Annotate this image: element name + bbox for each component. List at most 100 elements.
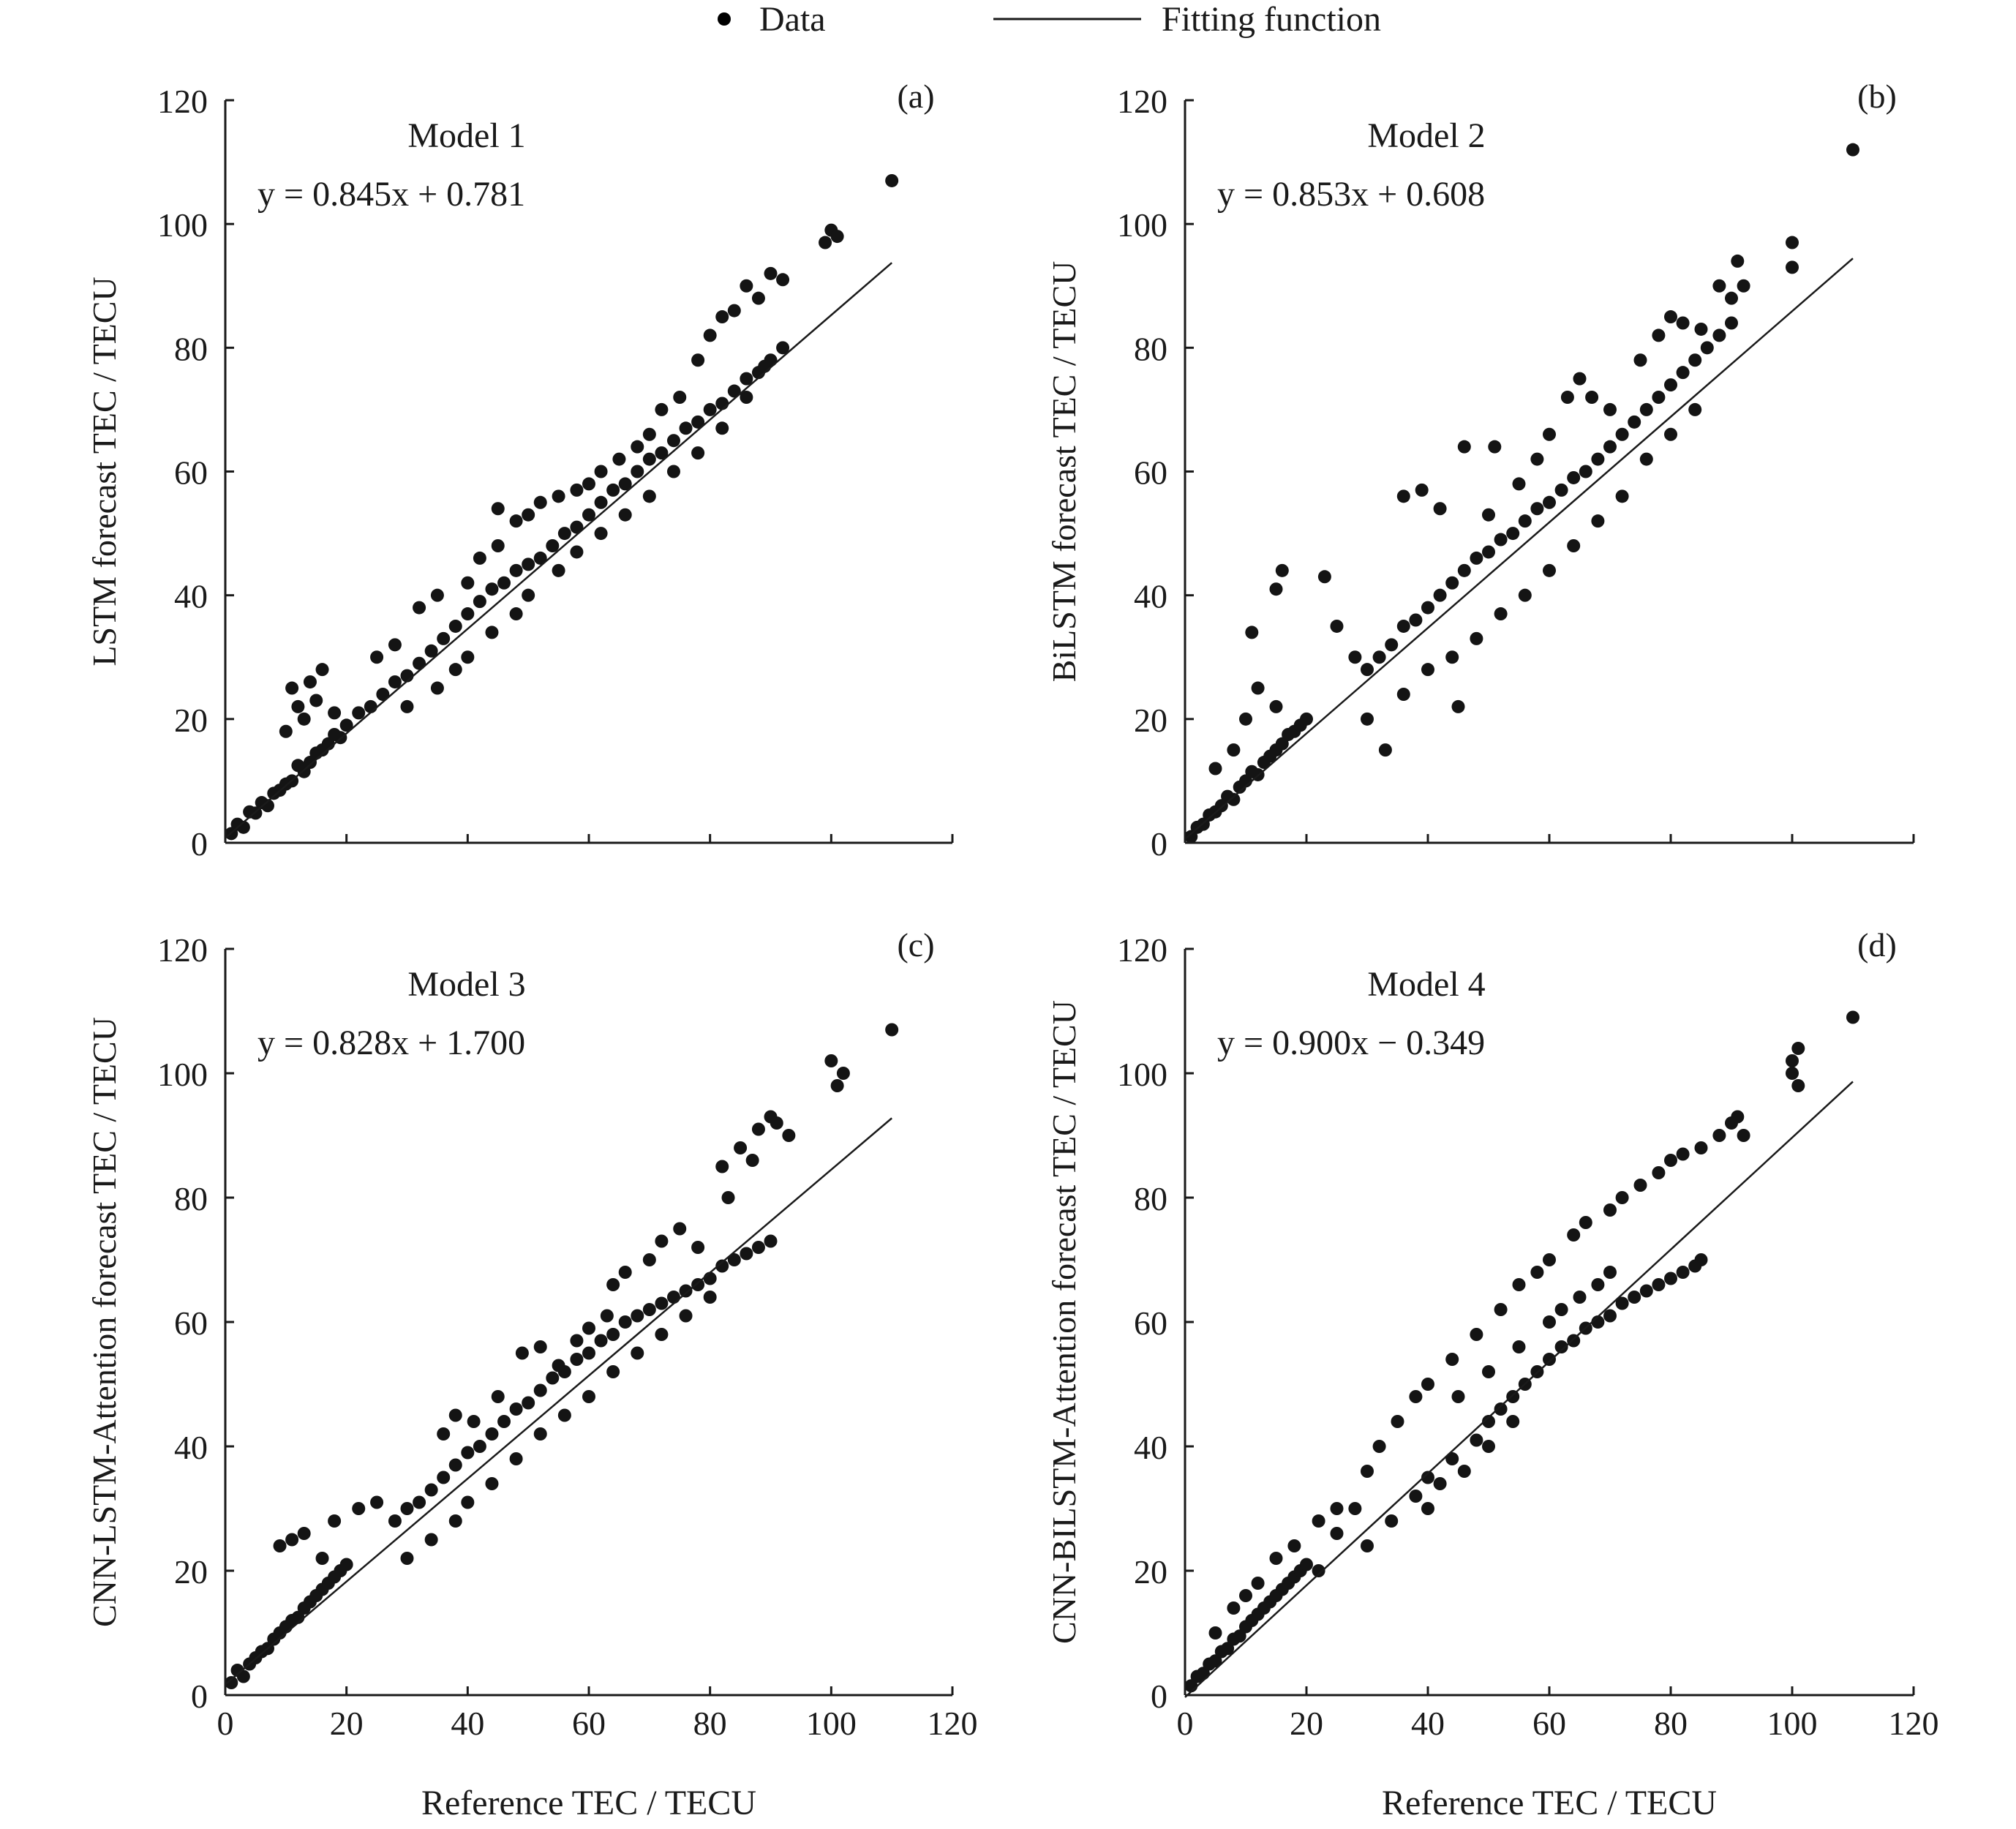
fit-line: [225, 1117, 892, 1686]
data-point: [473, 551, 486, 565]
data-point: [1506, 1390, 1520, 1403]
data-point: [1227, 743, 1241, 757]
data-point: [1615, 489, 1629, 503]
data-point: [260, 799, 274, 813]
data-point: [448, 1514, 462, 1528]
data-point: [570, 1334, 584, 1348]
data-point: [1385, 1514, 1399, 1528]
data-point: [1725, 316, 1738, 330]
data-point: [533, 551, 547, 565]
data-point: [582, 508, 595, 522]
data-point: [715, 310, 729, 324]
data-point: [491, 1390, 505, 1403]
data-point: [1543, 563, 1556, 577]
data-point: [1208, 1654, 1222, 1668]
data-point: [1786, 1054, 1799, 1067]
data-point: [830, 230, 844, 244]
data-point: [1585, 391, 1599, 404]
y-tick-label: 100: [1117, 1056, 1167, 1093]
data-point: [1530, 502, 1544, 516]
data-point: [1591, 452, 1605, 466]
data-point: [1372, 650, 1386, 664]
data-point: [770, 1116, 783, 1130]
data-point: [1482, 1365, 1495, 1378]
data-point: [1664, 427, 1677, 441]
data-point: [236, 1670, 250, 1683]
data-point: [1615, 427, 1629, 441]
data-point: [642, 1253, 656, 1266]
data-point: [533, 1340, 547, 1353]
data-point: [1573, 1291, 1587, 1304]
scatter-panel-b: 0 20 40 60 80 100 120 (b) Model 2 y = 0.853x +…: [1045, 78, 1915, 863]
data-point: [448, 663, 462, 677]
data-point: [424, 644, 438, 658]
data-point: [1494, 607, 1508, 621]
data-point: [297, 1527, 311, 1540]
legend-data-marker: [718, 12, 731, 26]
y-tick-label: 20: [1134, 702, 1167, 739]
y-tick-label: 120: [1117, 83, 1167, 120]
data-point: [509, 1402, 523, 1416]
data-point: [1445, 1452, 1459, 1465]
data-point: [461, 650, 475, 664]
data-point: [1214, 799, 1228, 813]
y-tick-label: 0: [191, 825, 208, 863]
y-tick-label: 80: [174, 330, 208, 367]
data-point: [594, 527, 608, 541]
data-point: [715, 1259, 729, 1273]
data-point: [1712, 279, 1726, 293]
data-point: [819, 236, 832, 249]
data-point: [1560, 391, 1574, 404]
data-point: [557, 527, 571, 541]
data-point: [1567, 1334, 1581, 1348]
data-point: [1361, 712, 1374, 726]
data-points: [225, 1023, 899, 1689]
axes: 0 20 40 60 80 100 120 0 20 40 60 80 100 120: [1117, 931, 1939, 1742]
data-point: [491, 502, 505, 516]
data-point: [1221, 1642, 1235, 1656]
data-point: [679, 1284, 693, 1298]
data-point: [1652, 1278, 1666, 1291]
data-point: [1494, 533, 1508, 547]
data-point: [618, 1315, 632, 1329]
data-point: [388, 1514, 402, 1528]
data-point: [618, 477, 632, 491]
data-point: [413, 1495, 426, 1509]
data-point: [1372, 1440, 1386, 1453]
data-point: [1530, 1266, 1544, 1279]
data-point: [473, 595, 486, 609]
data-point: [448, 619, 462, 633]
data-point: [1603, 402, 1617, 416]
data-point: [1639, 1284, 1653, 1298]
data-point: [618, 508, 632, 522]
data-point: [830, 1079, 844, 1092]
data-point: [509, 563, 523, 577]
data-point: [1348, 650, 1362, 664]
data-point: [1451, 1390, 1465, 1403]
data-point: [1415, 483, 1429, 497]
data-point: [666, 465, 680, 478]
fit-equation: y = 0.828x + 1.700: [257, 1024, 525, 1062]
data-point: [606, 1365, 620, 1378]
data-point: [1567, 1228, 1581, 1242]
y-axis-label: LSTM forecast TEC / TECU: [86, 277, 123, 666]
data-point: [1543, 1253, 1556, 1266]
data-point: [1409, 1390, 1423, 1403]
data-point: [522, 508, 535, 522]
data-point: [1396, 688, 1410, 701]
data-point: [631, 440, 644, 454]
data-point: [1543, 1353, 1556, 1366]
data-point: [1451, 699, 1465, 713]
data-point: [691, 1241, 705, 1254]
data-point: [291, 699, 305, 713]
data-point: [1591, 1278, 1605, 1291]
data-point: [594, 465, 608, 478]
data-point: [594, 495, 608, 509]
data-point: [1239, 1589, 1252, 1602]
data-point: [582, 1390, 595, 1403]
data-point: [1591, 514, 1605, 528]
data-point: [1554, 1303, 1568, 1316]
data-point: [1251, 1577, 1265, 1590]
data-point: [1385, 638, 1399, 652]
data-point: [1421, 1378, 1434, 1391]
